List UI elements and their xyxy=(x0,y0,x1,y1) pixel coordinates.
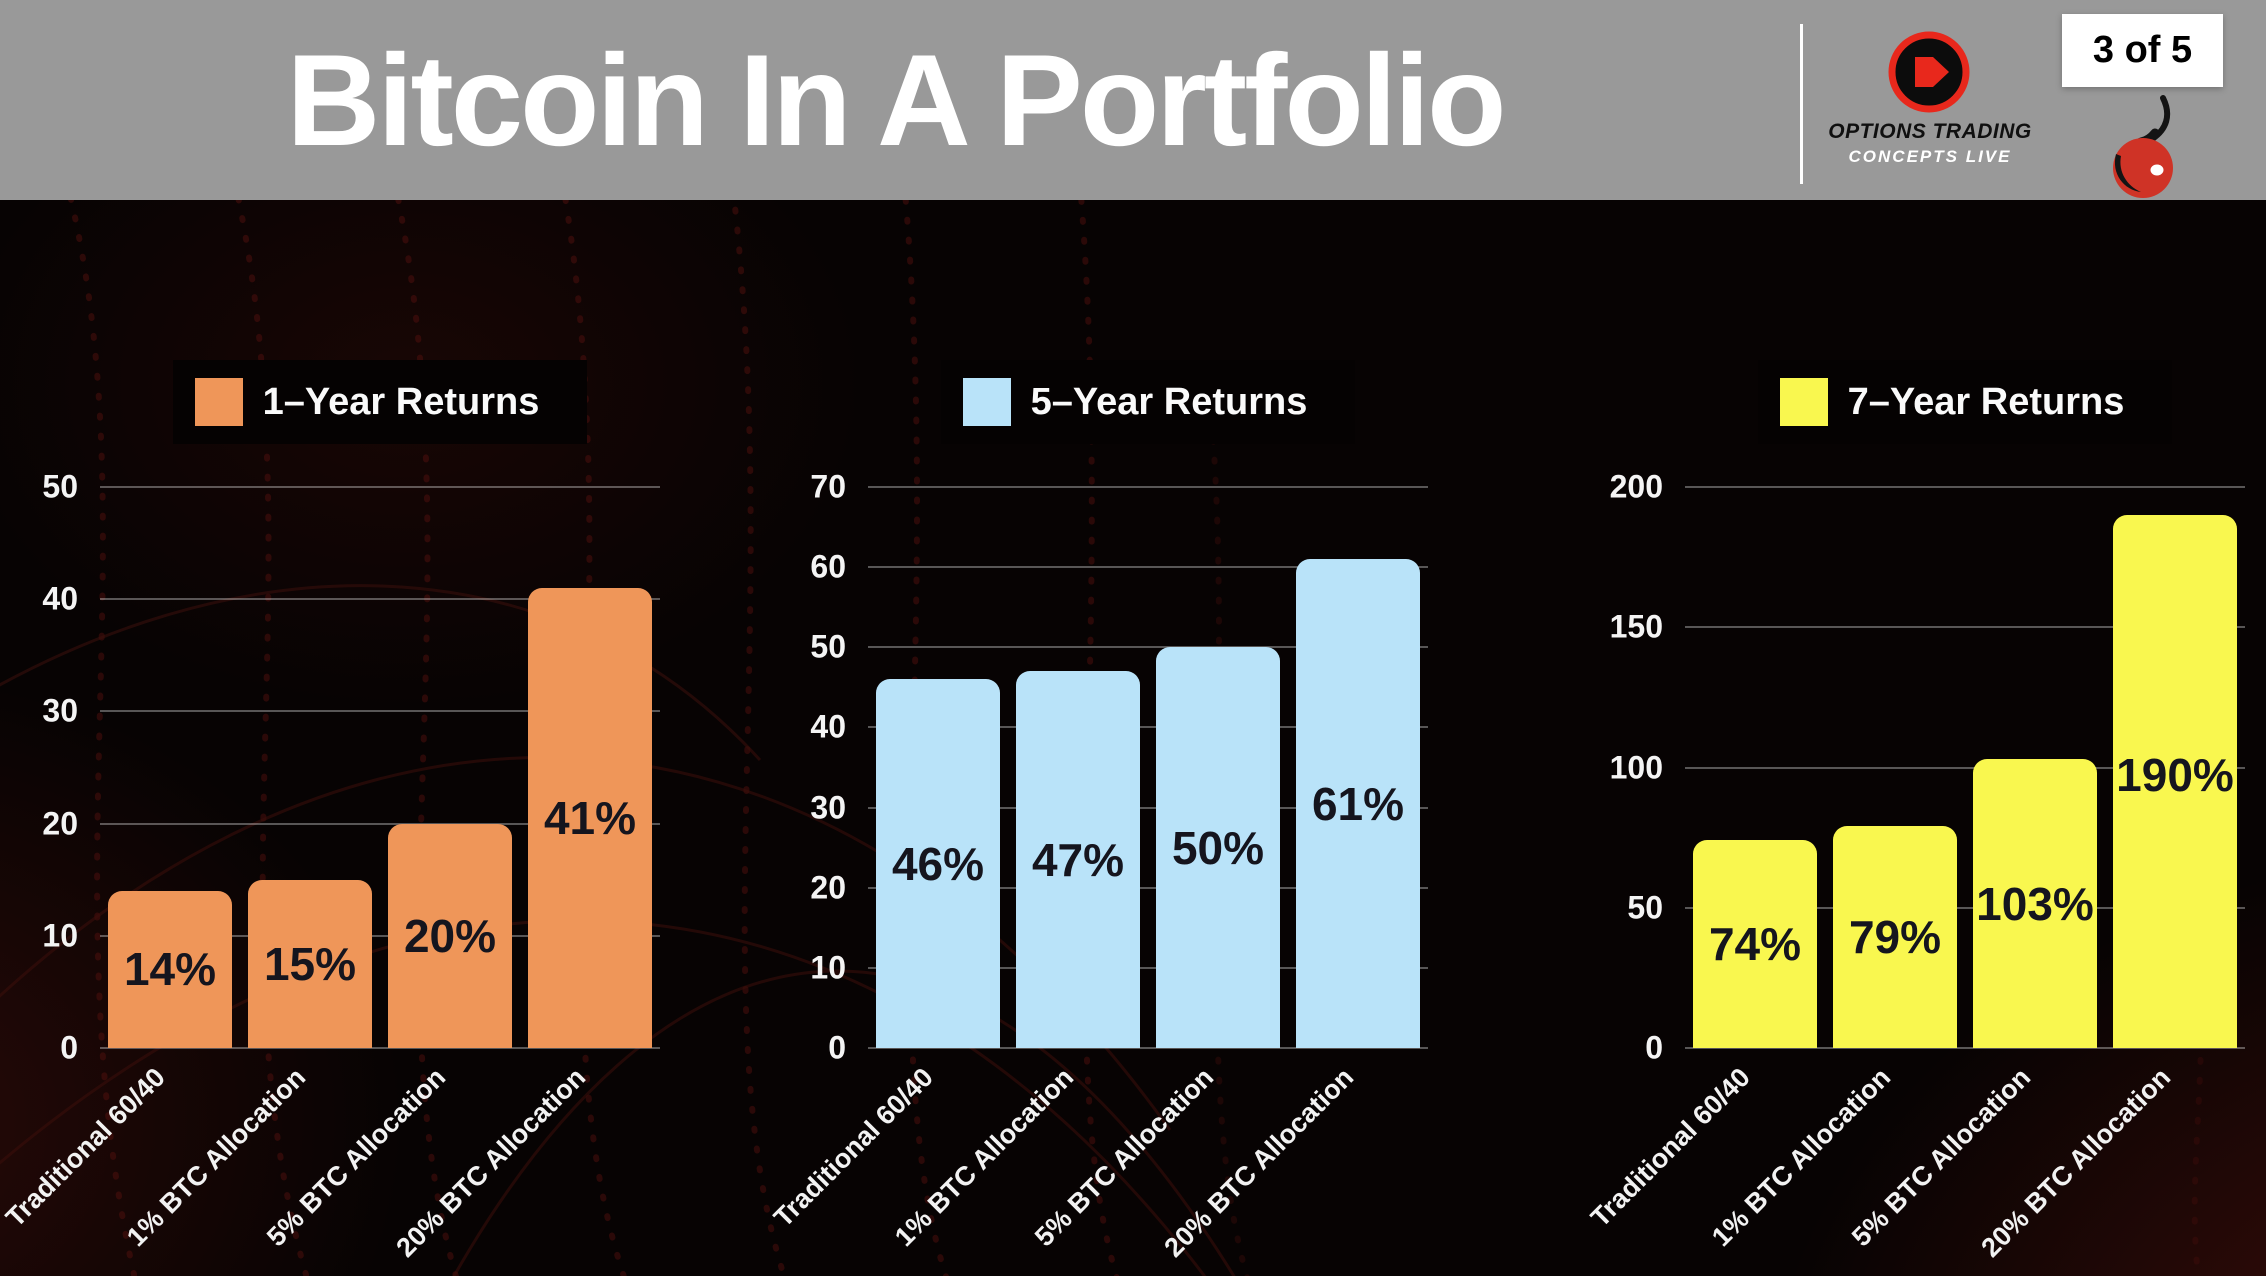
gridline xyxy=(868,966,1428,969)
y-axis-tick-label: 50 xyxy=(1627,889,1663,926)
y-axis-tick-label: 50 xyxy=(810,628,846,665)
legend-swatch xyxy=(962,378,1011,426)
gridline xyxy=(100,934,660,937)
legend-label: 7–Year Returns xyxy=(1847,380,2125,423)
y-axis-tick-label: 10 xyxy=(42,917,78,954)
brand-name: OPTIONS TRADING xyxy=(1828,120,2032,143)
bar-value-label: 14% xyxy=(123,943,217,996)
bar xyxy=(1156,647,1280,1048)
gridline xyxy=(868,886,1428,889)
bar xyxy=(528,587,652,1048)
bar-value-label: 61% xyxy=(1311,777,1405,830)
bar xyxy=(1833,826,1957,1048)
bar-value-label: 79% xyxy=(1848,911,1942,964)
gridline xyxy=(1685,766,2245,769)
bar-value-label: 15% xyxy=(263,937,357,990)
legend: 7–Year Returns xyxy=(1685,360,2245,444)
gridline xyxy=(868,646,1428,649)
legend: 5–Year Returns xyxy=(868,360,1428,444)
cherry-icon xyxy=(2113,95,2173,198)
bar-value-label: 47% xyxy=(1031,833,1125,886)
legend-chip: 5–Year Returns xyxy=(940,360,1356,444)
gridline xyxy=(868,1047,1428,1049)
bar-value-label: 20% xyxy=(403,909,497,962)
bar xyxy=(1296,559,1420,1048)
header-bar: Bitcoin In A Portfolio OPTIONS TRADING C… xyxy=(0,0,2266,200)
plot-area: 0 10 20 30 40 50 60 70 46% Traditional 60/40 47% 1%… xyxy=(768,469,1428,1263)
bar-value-label: 103% xyxy=(1976,877,2094,930)
brand-logo-icon xyxy=(1888,31,1970,113)
gridline xyxy=(868,486,1428,488)
y-axis-tick-label: 30 xyxy=(42,692,78,729)
bar-value-label: 50% xyxy=(1171,821,1265,874)
y-axis-tick-label: 150 xyxy=(1609,608,1663,645)
gridline xyxy=(100,822,660,825)
legend: 1–Year Returns xyxy=(100,360,660,444)
y-axis-tick-label: 60 xyxy=(810,548,846,585)
gridline xyxy=(100,598,660,601)
bar xyxy=(2113,515,2237,1048)
header-divider xyxy=(1800,24,1803,184)
bar xyxy=(388,823,512,1048)
y-axis-tick-label: 200 xyxy=(1609,468,1663,505)
bar-value-label: 41% xyxy=(543,791,637,844)
y-axis-tick-label: 20 xyxy=(42,805,78,842)
bar xyxy=(876,679,1000,1048)
bar xyxy=(108,890,232,1048)
y-axis-tick-label: 0 xyxy=(60,1029,78,1066)
y-axis-tick-label: 0 xyxy=(828,1029,846,1066)
legend-swatch xyxy=(1779,378,1828,426)
gridline xyxy=(1685,626,2245,629)
plot-area: 0 10 20 30 40 50 14% Traditional 60/40 15% 1% BTC… xyxy=(0,469,660,1263)
y-axis-tick-label: 20 xyxy=(810,869,846,906)
brand-tagline: CONCEPTS LIVE xyxy=(1848,147,2012,166)
legend-chip: 1–Year Returns xyxy=(172,360,588,444)
bar xyxy=(1693,840,1817,1048)
legend-label: 1–Year Returns xyxy=(262,380,540,423)
gridline xyxy=(868,566,1428,569)
gridline xyxy=(1685,906,2245,909)
y-axis-tick-label: 30 xyxy=(810,789,846,826)
bar-value-label: 74% xyxy=(1708,918,1802,971)
y-axis-tick-label: 50 xyxy=(42,468,78,505)
page-count-badge: 3 of 5 xyxy=(2062,14,2223,87)
y-axis-tick-label: 0 xyxy=(1645,1029,1663,1066)
y-axis-tick-label: 10 xyxy=(810,949,846,986)
bar xyxy=(1016,671,1140,1048)
legend-swatch xyxy=(194,378,243,426)
gridline xyxy=(100,486,660,488)
bar xyxy=(1973,759,2097,1048)
gridline xyxy=(100,710,660,713)
legend-chip: 7–Year Returns xyxy=(1757,360,2173,444)
gridline xyxy=(1685,1047,2245,1049)
y-axis-tick-label: 40 xyxy=(810,708,846,745)
gridline xyxy=(868,726,1428,729)
y-axis-tick-label: 70 xyxy=(810,468,846,505)
chart-5-year-returns: 5–Year Returns 0 10 20 30 40 50 60 70 46% Traditi… xyxy=(768,360,1485,1276)
bar xyxy=(248,879,372,1048)
chart-7-year-returns: 7–Year Returns 0 50 100 150 200 74% Traditiona… xyxy=(1585,360,2266,1276)
bar-value-label: 190% xyxy=(2116,749,2234,802)
y-axis-tick-label: 40 xyxy=(42,580,78,617)
legend-label: 5–Year Returns xyxy=(1030,380,1308,423)
y-axis-tick-label: 100 xyxy=(1609,749,1663,785)
bar-value-label: 46% xyxy=(891,837,985,890)
plot-area: 0 50 100 150 200 74% Traditional 60/40 79% 1% BT… xyxy=(1585,469,2245,1263)
gridline xyxy=(100,1047,660,1049)
gridline xyxy=(868,806,1428,809)
gridline xyxy=(1685,486,2245,488)
page-title: Bitcoin In A Portfolio xyxy=(286,27,1507,173)
chart-1-year-returns: 1–Year Returns 0 10 20 30 40 50 14% Traditional… xyxy=(0,360,715,1276)
